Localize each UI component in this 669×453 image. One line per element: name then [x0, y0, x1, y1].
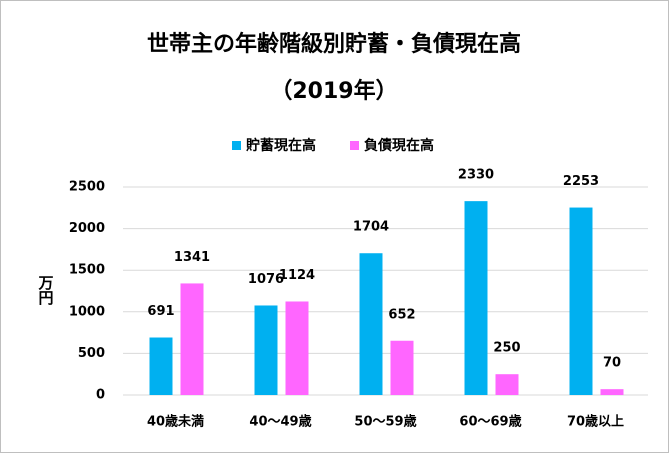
value-label: 70: [603, 356, 621, 371]
x-tick-label: 50～59歳: [354, 414, 416, 430]
value-label: 1076: [248, 272, 284, 287]
value-label: 691: [147, 304, 174, 319]
chart-subtitle: （2019年）: [270, 78, 397, 104]
bar: [254, 305, 278, 395]
y-tick-label: 500: [78, 346, 105, 361]
bar: [390, 340, 414, 395]
value-label: 652: [388, 307, 415, 322]
legend-label: 貯蓄現在高: [246, 137, 316, 154]
bar: [149, 337, 173, 395]
x-tick-label: 60～69歳: [459, 414, 521, 430]
y-tick-label: 2500: [69, 180, 105, 195]
bar: [180, 283, 204, 395]
bar: [495, 374, 519, 395]
x-tick-label: 40歳未満: [147, 414, 204, 430]
chart-title: 世帯主の年齢階級別貯蓄・負債現在高: [147, 31, 521, 57]
bar: [359, 253, 383, 395]
bar: [464, 201, 488, 395]
bar: [600, 389, 624, 395]
value-label: 2330: [458, 168, 494, 183]
value-label: 1124: [279, 268, 315, 283]
value-label: 1704: [353, 220, 389, 235]
value-label: 1341: [174, 250, 210, 265]
y-axis-label: 万円: [37, 275, 55, 306]
y-tick-label: 2000: [69, 221, 105, 236]
y-tick-label: 1500: [69, 263, 105, 278]
value-label: 2253: [563, 174, 599, 189]
value-label: 250: [493, 341, 520, 356]
y-tick-label: 0: [96, 388, 105, 403]
y-tick-label: 1000: [69, 304, 105, 319]
legend-swatch: [350, 141, 359, 150]
x-tick-label: 70歳以上: [567, 414, 624, 430]
bar: [569, 207, 593, 395]
legend-swatch: [232, 141, 241, 150]
legend-label: 負債現在高: [364, 137, 434, 154]
bar: [285, 301, 309, 395]
x-tick-label: 40～49歳: [249, 414, 311, 430]
